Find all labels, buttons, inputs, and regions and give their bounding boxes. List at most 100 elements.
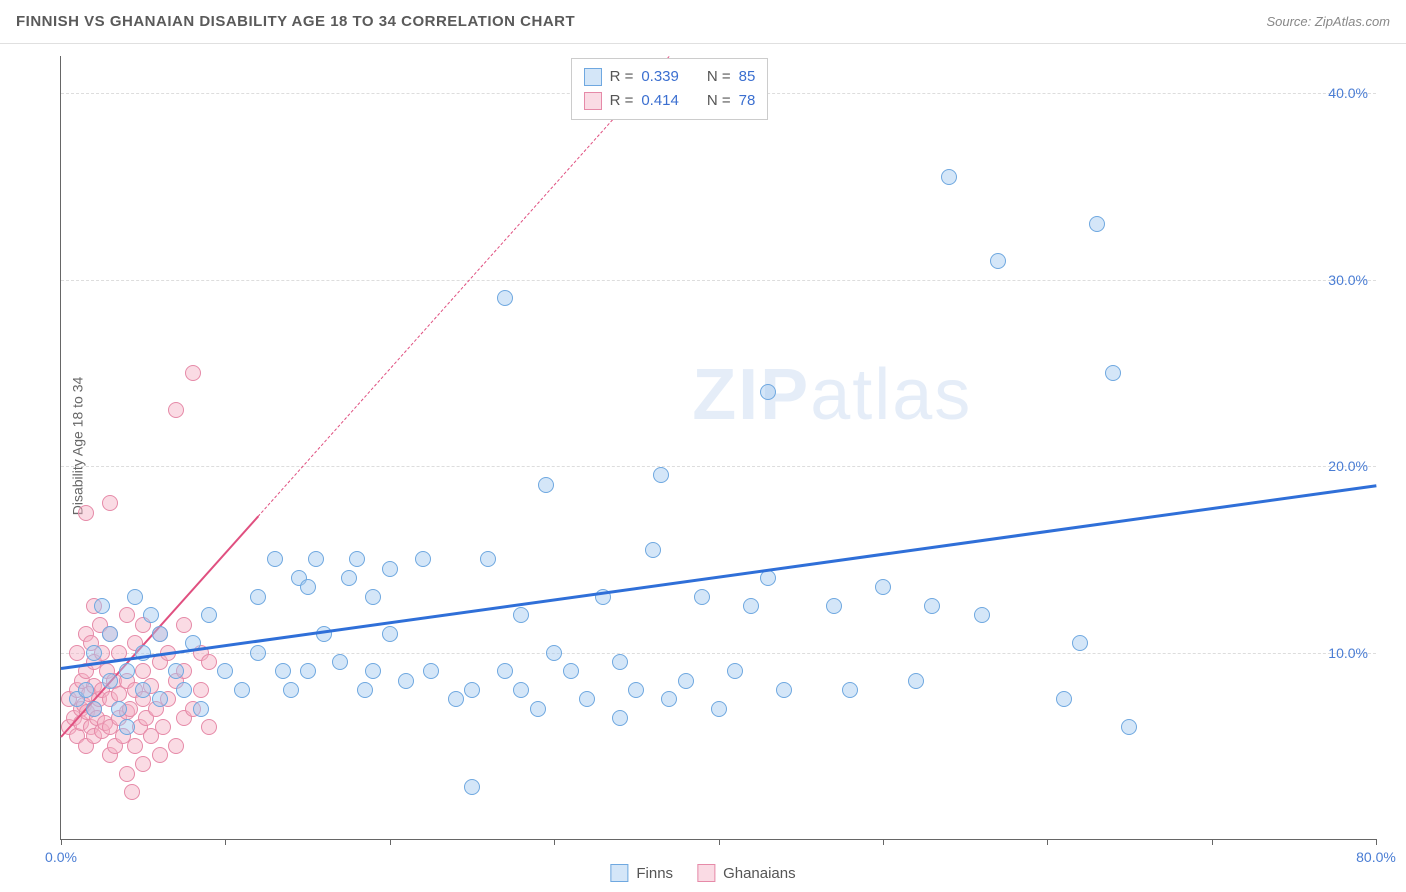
stats-swatch [584, 68, 602, 86]
y-tick-label: 40.0% [1328, 85, 1368, 101]
data-point-finns [661, 691, 677, 707]
data-point-finns [727, 663, 743, 679]
watermark-bold: ZIP [692, 355, 810, 435]
data-point-ghanaians [168, 402, 184, 418]
source-label: Source: ZipAtlas.com [1266, 14, 1390, 29]
data-point-finns [645, 542, 661, 558]
data-point-finns [653, 467, 669, 483]
x-tick-label: 0.0% [45, 849, 77, 865]
data-point-finns [513, 607, 529, 623]
plot-area: ZIPatlas 10.0%20.0%30.0%40.0%0.0%80.0%R … [60, 56, 1376, 840]
data-point-finns [250, 589, 266, 605]
stats-row-ghanaians: R = 0.414 N = 78 [584, 89, 756, 113]
data-point-finns [1089, 216, 1105, 232]
data-point-ghanaians [176, 617, 192, 633]
data-point-finns [842, 682, 858, 698]
x-tick-label: 80.0% [1356, 849, 1396, 865]
data-point-ghanaians [135, 663, 151, 679]
data-point-finns [628, 682, 644, 698]
data-point-finns [111, 701, 127, 717]
data-point-finns [579, 691, 595, 707]
data-point-finns [776, 682, 792, 698]
data-point-finns [332, 654, 348, 670]
data-point-finns [497, 290, 513, 306]
stats-row-finns: R =0.339N =85 [584, 65, 756, 89]
data-point-finns [267, 551, 283, 567]
data-point-finns [217, 663, 233, 679]
data-point-ghanaians [124, 784, 140, 800]
trendline [61, 485, 1376, 671]
data-point-ghanaians [201, 654, 217, 670]
swatch-ghanaians [697, 864, 715, 882]
data-point-ghanaians [152, 747, 168, 763]
trendline [258, 56, 670, 516]
x-tick [719, 839, 720, 845]
data-point-finns [250, 645, 266, 661]
data-point-finns [1072, 635, 1088, 651]
data-point-finns [875, 579, 891, 595]
data-point-ghanaians [119, 607, 135, 623]
data-point-finns [990, 253, 1006, 269]
data-point-finns [382, 561, 398, 577]
data-point-finns [382, 626, 398, 642]
data-point-finns [349, 551, 365, 567]
data-point-finns [86, 701, 102, 717]
data-point-finns [480, 551, 496, 567]
data-point-finns [193, 701, 209, 717]
data-point-finns [497, 663, 513, 679]
data-point-finns [694, 589, 710, 605]
gridline-h [61, 280, 1376, 281]
x-tick [1376, 839, 1377, 845]
stat-n-value: 85 [739, 65, 756, 89]
stat-r-value: 0.414 [641, 89, 679, 113]
data-point-finns [365, 589, 381, 605]
x-tick [1047, 839, 1048, 845]
data-point-finns [563, 663, 579, 679]
chart-container: FINNISH VS GHANAIAN DISABILITY AGE 18 TO… [0, 0, 1406, 892]
data-point-finns [924, 598, 940, 614]
data-point-finns [283, 682, 299, 698]
watermark-light: atlas [810, 355, 972, 435]
data-point-finns [143, 607, 159, 623]
data-point-finns [760, 384, 776, 400]
data-point-finns [135, 682, 151, 698]
data-point-finns [908, 673, 924, 689]
stat-r-label: R = [610, 89, 634, 113]
data-point-finns [1121, 719, 1137, 735]
data-point-ghanaians [78, 505, 94, 521]
data-point-finns [513, 682, 529, 698]
data-point-finns [168, 663, 184, 679]
data-point-finns [201, 607, 217, 623]
data-point-finns [365, 663, 381, 679]
data-point-ghanaians [119, 766, 135, 782]
data-point-ghanaians [102, 495, 118, 511]
data-point-finns [1056, 691, 1072, 707]
data-point-finns [398, 673, 414, 689]
x-tick [225, 839, 226, 845]
legend-label-finns: Finns [636, 865, 673, 882]
data-point-finns [119, 719, 135, 735]
x-tick [61, 839, 62, 845]
data-point-finns [102, 626, 118, 642]
data-point-finns [300, 579, 316, 595]
data-point-finns [86, 645, 102, 661]
data-point-finns [974, 607, 990, 623]
bottom-legend: Finns Ghanaians [610, 864, 795, 882]
stat-n-label: N = [707, 89, 731, 113]
y-tick-label: 20.0% [1328, 458, 1368, 474]
data-point-ghanaians [127, 738, 143, 754]
y-tick-label: 30.0% [1328, 272, 1368, 288]
data-point-finns [119, 663, 135, 679]
title-bar: FINNISH VS GHANAIAN DISABILITY AGE 18 TO… [0, 0, 1406, 44]
data-point-ghanaians [168, 738, 184, 754]
data-point-ghanaians [185, 365, 201, 381]
legend-label-ghanaians: Ghanaians [723, 865, 796, 882]
data-point-finns [538, 477, 554, 493]
data-point-finns [464, 779, 480, 795]
stat-n-value: 78 [739, 89, 756, 113]
swatch-finns [610, 864, 628, 882]
stat-n-label: N = [707, 65, 731, 89]
data-point-finns [743, 598, 759, 614]
data-point-finns [530, 701, 546, 717]
data-point-finns [546, 645, 562, 661]
